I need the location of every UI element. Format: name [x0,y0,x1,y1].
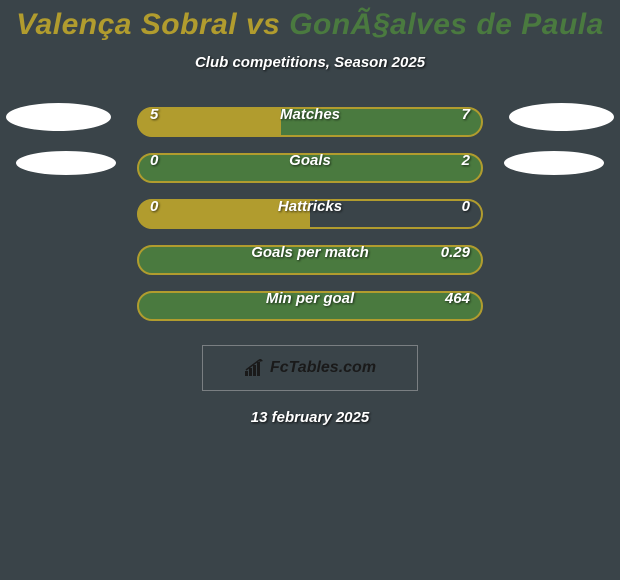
player-marker-left [6,103,111,131]
stat-value-right: 0 [462,198,470,215]
stat-value-right: 7 [462,106,470,123]
stat-row: Min per goal464 [0,283,620,329]
player-marker-right [504,151,604,175]
bar-fill-right [137,153,483,183]
bar-chart-icon [244,359,266,377]
bar-fill-left [137,107,281,137]
stat-row: Matches57 [0,99,620,145]
stat-bar [137,245,483,275]
subtitle: Club competitions, Season 2025 [0,54,620,71]
title-right: GonÃ§alves de Paula [289,8,604,41]
title-vs: vs [237,8,289,41]
stat-value-left: 0 [150,152,158,169]
stat-value-right: 464 [445,290,470,307]
stat-row: Hattricks00 [0,191,620,237]
stat-row: Goals02 [0,145,620,191]
stat-value-left: 5 [150,106,158,123]
bar-fill-right [281,107,483,137]
bar-fill-right [137,291,483,321]
stat-bar [137,291,483,321]
stat-value-right: 2 [462,152,470,169]
stat-value-right: 0.29 [441,244,470,261]
bar-fill-right [137,245,483,275]
brand-text: FcTables.com [270,359,376,377]
player-marker-right [509,103,614,131]
stat-rows: Matches57Goals02Hattricks00Goals per mat… [0,99,620,329]
stat-value-left: 0 [150,198,158,215]
page-title: Valença Sobral vs GonÃ§alves de Paula [0,0,620,42]
stat-bar [137,107,483,137]
date-text: 13 february 2025 [0,409,620,426]
stat-bar [137,153,483,183]
stat-bar [137,199,483,229]
brand-box[interactable]: FcTables.com [202,345,418,391]
player-marker-left [16,151,116,175]
stat-row: Goals per match0.29 [0,237,620,283]
bar-fill-left [137,199,310,229]
title-left: Valença Sobral [16,8,237,41]
